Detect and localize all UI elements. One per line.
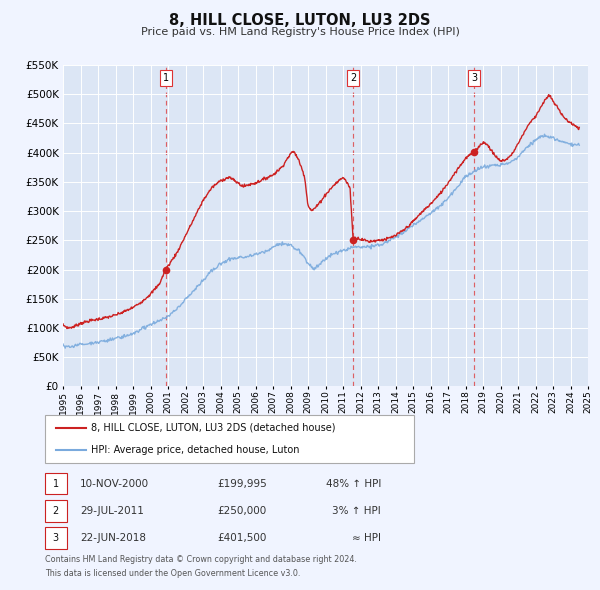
- Text: 48% ↑ HPI: 48% ↑ HPI: [326, 479, 381, 489]
- Text: 8, HILL CLOSE, LUTON, LU3 2DS: 8, HILL CLOSE, LUTON, LU3 2DS: [169, 13, 431, 28]
- Text: 2: 2: [350, 73, 356, 83]
- Text: ≈ HPI: ≈ HPI: [352, 533, 381, 543]
- Text: 29-JUL-2011: 29-JUL-2011: [80, 506, 143, 516]
- Text: £199,995: £199,995: [217, 479, 267, 489]
- Text: 1: 1: [53, 479, 59, 489]
- Text: 22-JUN-2018: 22-JUN-2018: [80, 533, 146, 543]
- Text: 1: 1: [163, 73, 169, 83]
- Text: Price paid vs. HM Land Registry's House Price Index (HPI): Price paid vs. HM Land Registry's House …: [140, 27, 460, 37]
- Text: Contains HM Land Registry data © Crown copyright and database right 2024.: Contains HM Land Registry data © Crown c…: [45, 555, 357, 563]
- Text: 8, HILL CLOSE, LUTON, LU3 2DS (detached house): 8, HILL CLOSE, LUTON, LU3 2DS (detached …: [91, 423, 335, 433]
- Text: £250,000: £250,000: [218, 506, 267, 516]
- Text: 3: 3: [53, 533, 59, 543]
- Text: £401,500: £401,500: [218, 533, 267, 543]
- Text: This data is licensed under the Open Government Licence v3.0.: This data is licensed under the Open Gov…: [45, 569, 301, 578]
- Text: 10-NOV-2000: 10-NOV-2000: [80, 479, 149, 489]
- Text: 3% ↑ HPI: 3% ↑ HPI: [332, 506, 381, 516]
- Text: HPI: Average price, detached house, Luton: HPI: Average price, detached house, Luto…: [91, 445, 299, 455]
- Text: 2: 2: [53, 506, 59, 516]
- Text: 3: 3: [471, 73, 477, 83]
